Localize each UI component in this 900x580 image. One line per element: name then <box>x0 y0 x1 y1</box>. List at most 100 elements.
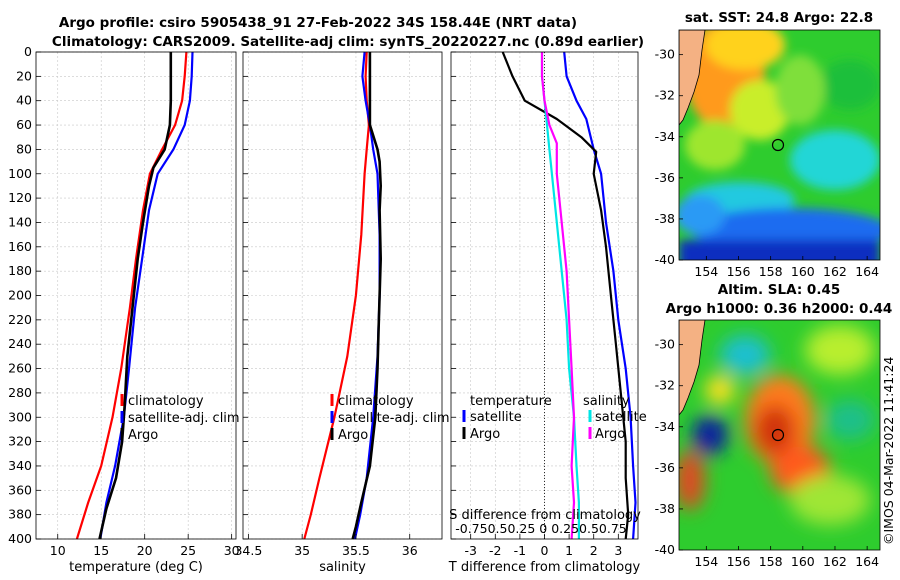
sla-map-ytick-label: -34 <box>655 419 675 434</box>
temperature-ytick-label: 140 <box>8 214 32 229</box>
sla-map-ytick-label: -36 <box>655 460 675 475</box>
temperature-ytick-label: 300 <box>8 409 32 424</box>
salinity-legend-label: climatology <box>338 394 414 409</box>
difference-legend: temperaturesatelliteArgosalinitysatellit… <box>449 394 647 536</box>
sst-map-ytick-label: -38 <box>655 211 675 226</box>
sla-map-xtick-label: 156 <box>727 554 751 569</box>
sla-map-field <box>679 320 880 550</box>
sla-map-axes: 154 156 158 160 162 164 -30 -32 -34 -36 -38 -40 <box>655 337 880 569</box>
difference-xtick-label: 0 <box>541 543 549 558</box>
temperature-xtick-label: 10 <box>50 543 66 558</box>
sla-map-ytick-label: -40 <box>655 542 675 557</box>
temperature-legend: climatology satellite-adj. clim Argo <box>120 394 240 443</box>
sla-map-xtick-label: 158 <box>759 554 783 569</box>
temperature-ytick-label: 200 <box>8 288 32 303</box>
series-line-temperature-argo <box>501 51 630 540</box>
difference-xtick-label: 2 <box>590 543 598 558</box>
temperature-xtick-label: 25 <box>180 543 196 558</box>
difference-s-tick-labels: -0.750.50.25 0 0.250.50.75 <box>455 521 627 536</box>
sst-map-xtick-label: 158 <box>759 264 783 279</box>
temperature-panel: 10 15 20 25 30 temperature (deg C) 0 20 40 60 80 10… <box>8 44 240 575</box>
difference-legend-temperature-label: satellite <box>470 410 522 425</box>
difference-panel: -3 -2 -1 0 1 2 3 T difference from climatology <box>448 51 641 575</box>
sst-map-ytick-label: -32 <box>655 88 675 103</box>
difference-xtick-label: 3 <box>614 543 622 558</box>
series-line-satellite-adj-clim <box>99 51 194 540</box>
temperature-ytick-label: 60 <box>16 117 32 132</box>
sla-map-ytick-label: -32 <box>655 378 675 393</box>
temperature-ytick-label: 400 <box>8 531 32 546</box>
temperature-xtick-label: 15 <box>93 543 109 558</box>
salinity-legend-label: satellite-adj. clim <box>338 411 450 426</box>
title-line-1: Argo profile: csiro 5905438_91 27-Feb-20… <box>59 15 577 31</box>
series-line-argo <box>98 52 173 540</box>
sst-map-xtick-label: 156 <box>727 264 751 279</box>
temperature-xtick-label: 20 <box>137 543 153 558</box>
temperature-ytick-label: 220 <box>8 312 32 327</box>
series-line-argo <box>351 52 382 540</box>
sst-map-ytick-label: -30 <box>655 47 675 62</box>
temperature-ytick-label: 380 <box>8 507 32 522</box>
difference-xtick-label: 1 <box>565 543 573 558</box>
difference-xlabel: T difference from climatology <box>448 560 641 575</box>
series-line-salinity-argo <box>540 52 576 540</box>
sst-map-field <box>679 30 880 260</box>
sla-map-frame <box>678 319 881 551</box>
sst-map-frame <box>678 29 881 261</box>
sla-map-title-1: Altim. SLA: 0.45 <box>718 282 840 298</box>
difference-xtick-label: -2 <box>489 543 501 558</box>
difference-xtick-label: -3 <box>464 543 476 558</box>
temperature-ytick-label: 320 <box>8 434 32 449</box>
sla-map-xtick-label: 164 <box>855 554 879 569</box>
temperature-ytick-label: 0 <box>24 44 32 59</box>
temperature-ytick-label: 120 <box>8 190 32 205</box>
sst-map-ytick-label: -34 <box>655 129 675 144</box>
title-line-2: Climatology: CARS2009. Satellite-adj cli… <box>52 34 644 50</box>
sst-map-title: sat. SST: 24.8 Argo: 22.8 <box>685 10 873 26</box>
sla-map-xtick-label: 154 <box>694 554 718 569</box>
sst-map-xtick-label: 164 <box>855 264 879 279</box>
sst-map-xtick-label: 162 <box>823 264 847 279</box>
sla-argo-marker <box>771 428 785 442</box>
difference-xtick-label: -1 <box>514 543 526 558</box>
sla-map-title-2: Argo h1000: 0.36 h2000: 0.44 <box>666 301 893 317</box>
temperature-xlabel: temperature (deg C) <box>69 560 203 575</box>
sla-map-xtick-label: 162 <box>823 554 847 569</box>
salinity-panel: 34.5 35 35.5 36 salinity <box>234 51 443 575</box>
temperature-ytick-label: 180 <box>8 263 32 278</box>
temperature-ytick-label: 20 <box>16 68 32 83</box>
salinity-xtick-label: 35 <box>294 543 310 558</box>
temperature-legend-label: satellite-adj. clim <box>128 411 240 426</box>
series-line-climatology <box>75 51 188 540</box>
series-line-temperature-satellite <box>563 51 637 540</box>
salinity-legend-label: Argo <box>338 428 368 443</box>
temperature-legend-label: climatology <box>128 394 204 409</box>
difference-legend-salinity-title: salinity <box>583 394 630 409</box>
difference-s-axis-label: S difference from climatology <box>449 508 641 523</box>
sla-map-ytick-label: -30 <box>655 337 675 352</box>
salinity-xlabel: salinity <box>319 560 366 575</box>
sla-map-xtick-label: 160 <box>791 554 815 569</box>
temperature-xtick-label: 30 <box>224 543 240 558</box>
sla-map-ytick-label: -38 <box>655 501 675 516</box>
difference-legend-temperature-label: Argo <box>470 427 500 442</box>
sst-map-axes: 154 156 158 160 162 164 -30 -32 -34 -36 -38 -40 <box>655 47 880 279</box>
sst-map-xtick-label: 154 <box>694 264 718 279</box>
salinity-xtick-label: 34.5 <box>234 543 262 558</box>
temperature-ytick-label: 360 <box>8 482 32 497</box>
temperature-ytick-label: 40 <box>16 93 32 108</box>
salinity-legend: climatology satellite-adj. clim Argo <box>330 394 450 443</box>
salinity-xtick-label: 35.5 <box>342 543 370 558</box>
sst-map-ytick-label: -40 <box>655 252 675 267</box>
temperature-ytick-label: 340 <box>8 458 32 473</box>
sst-map-xtick-label: 160 <box>791 264 815 279</box>
temperature-ytick-label: 280 <box>8 385 32 400</box>
difference-legend-salinity-label: Argo <box>595 427 625 442</box>
sst-argo-marker <box>771 138 785 152</box>
difference-legend-salinity-label: satellite <box>595 410 647 425</box>
imos-credit: ©IMOS 04-Mar-2022 11:41:24 <box>881 357 896 545</box>
sst-map-ytick-label: -36 <box>655 170 675 185</box>
